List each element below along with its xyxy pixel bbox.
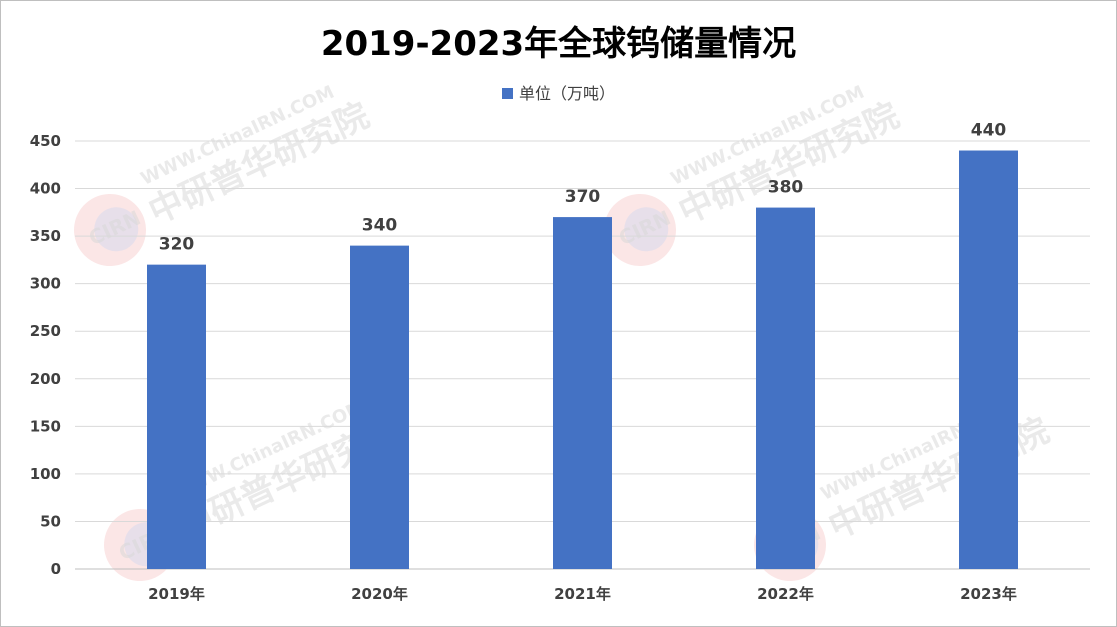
y-tick-label: 350: [30, 227, 61, 245]
x-tick-label: 2020年: [351, 585, 408, 603]
legend: 单位（万吨）: [0, 80, 1117, 104]
x-tick-label: 2022年: [757, 585, 814, 603]
data-label: 440: [971, 121, 1007, 141]
watermark-seal: [604, 194, 676, 266]
bar: [756, 207, 815, 570]
x-tick-label: 2019年: [148, 585, 205, 603]
y-tick-label: 400: [30, 180, 61, 198]
data-label: 340: [362, 216, 398, 236]
y-tick-label: 250: [30, 322, 61, 340]
watermark-seal: [74, 194, 146, 266]
watermark-seal-inner: [624, 207, 669, 252]
bar: [350, 245, 409, 569]
bar: [959, 150, 1018, 569]
y-tick-label: 150: [30, 417, 61, 435]
bar: [147, 264, 206, 569]
chart-title: 2019-2023年全球钨储量情况: [320, 24, 797, 64]
y-tick-label: 50: [40, 512, 61, 530]
bars: [147, 150, 1018, 570]
legend-swatch: [501, 88, 513, 99]
data-labels: 320 340 370 380 440: [159, 121, 1007, 255]
y-tick-label: 100: [30, 465, 61, 483]
data-label: 320: [159, 235, 195, 255]
y-tick-label: 200: [30, 370, 61, 388]
y-axis: 0 50 100 150 200 250 300 350 400 450: [30, 132, 61, 578]
y-tick-label: 450: [30, 132, 61, 150]
watermark-seal-inner: [94, 207, 139, 252]
data-label: 370: [565, 187, 601, 207]
x-axis: 2019年 2020年 2021年 2022年 2023年: [148, 585, 1017, 603]
y-tick-label: 300: [30, 275, 61, 293]
x-tick-label: 2021年: [554, 585, 611, 603]
x-tick-label: 2023年: [960, 585, 1017, 603]
bar: [553, 217, 612, 570]
y-tick-label: 0: [51, 560, 61, 578]
legend-label: 单位（万吨）: [518, 84, 615, 103]
data-label: 380: [768, 178, 804, 198]
